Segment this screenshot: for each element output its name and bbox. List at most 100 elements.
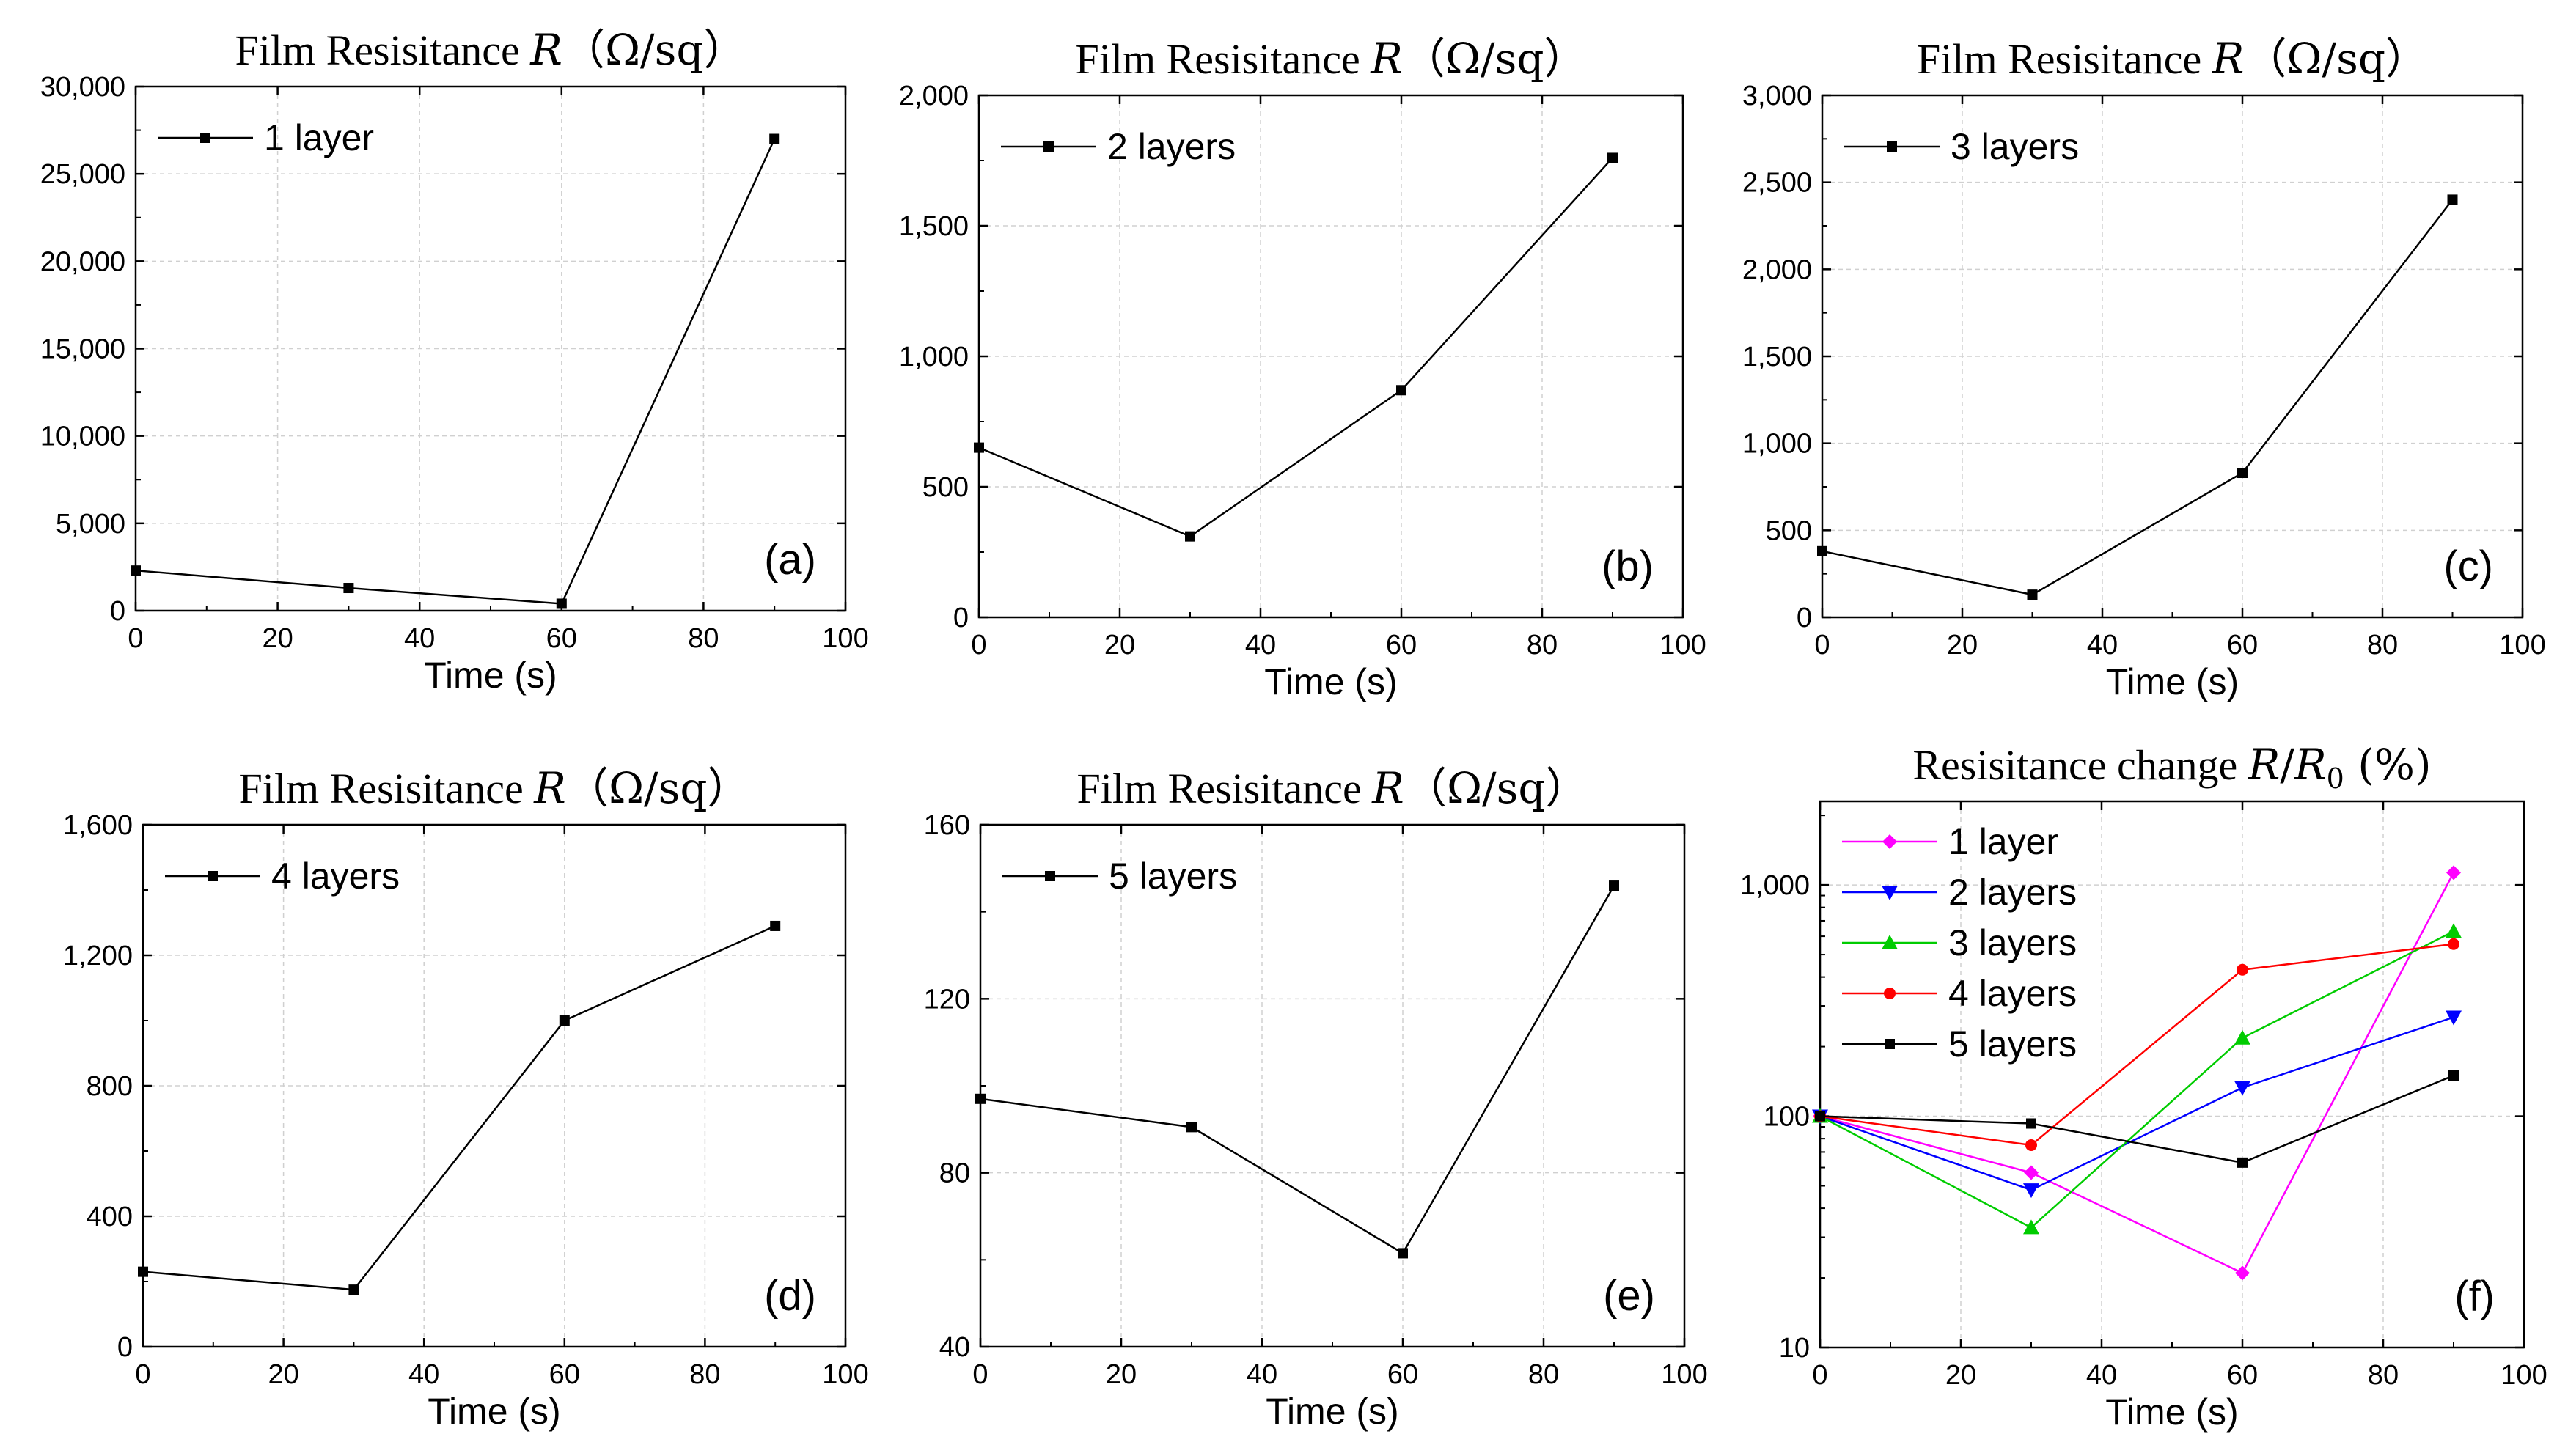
panel-label: (d) [764, 1272, 816, 1320]
x-tick-label: 20 [1945, 1360, 1976, 1391]
data-point [138, 1266, 148, 1277]
chart-panel-f: 0 20 40 60 80 100 10 100 1,000 Time (s) Resisitanc… [1740, 740, 2547, 1433]
chart-title: Film Resisitance R（Ω/sq） [235, 25, 746, 75]
legend-marker [1885, 1039, 1895, 1049]
x-tick-label: 60 [1386, 630, 1417, 661]
data-point [1185, 531, 1195, 542]
title-variable: R [1371, 763, 1404, 813]
title-variable: R [529, 25, 562, 75]
y-tick-label: 100 [1764, 1102, 1810, 1133]
x-tick-label: 20 [1947, 630, 1978, 661]
chart-panel-a: 0 20 40 60 80 100 0 5,000 10,000 15,000 20,000 25,0… [40, 25, 869, 696]
data-point [1817, 545, 1827, 556]
chart-title: Resisitance change R/R0 (%) [1912, 740, 2431, 795]
y-tick-label: 40 [939, 1332, 970, 1363]
title-text: Film Resisitance [235, 26, 531, 74]
x-tick-label: 0 [128, 623, 143, 654]
data-point [1609, 880, 1619, 891]
y-tick-label: 2,000 [899, 81, 969, 111]
x-tick-label: 0 [135, 1359, 150, 1390]
legend-marker [1043, 141, 1054, 152]
legend-label: 4 layers [271, 856, 400, 897]
series-line [135, 138, 776, 605]
y-tick-label: 2,000 [1742, 254, 1812, 285]
y-tick-label: 500 [922, 472, 969, 503]
y-tick-label: 30,000 [40, 72, 125, 103]
data-point [1398, 1248, 1408, 1259]
title-variable: R [533, 763, 566, 813]
x-axis-label: Time (s) [2105, 1391, 2238, 1433]
title-unit: （Ω/sq） [1403, 34, 1587, 84]
chart-title: Film Resisitance R（Ω/sq） [1076, 34, 1587, 84]
legend-marker [208, 871, 218, 881]
x-tick-label: 20 [1104, 630, 1135, 661]
x-axis-label: Time (s) [2106, 661, 2239, 702]
x-tick-label: 0 [1812, 1360, 1827, 1391]
series-line [1819, 930, 2454, 1229]
title-variable: R [2248, 740, 2281, 790]
x-tick-label: 80 [689, 1359, 720, 1390]
y-tick-label: 1,000 [1740, 870, 1810, 901]
panel-label: (b) [1602, 543, 1654, 590]
data-point [348, 1284, 359, 1295]
chart-title: Film Resisitance R（Ω/sq） [1917, 34, 2428, 84]
x-tick-label: 40 [2086, 1360, 2117, 1391]
x-axis-label: Time (s) [428, 1391, 560, 1432]
x-tick-label: 100 [2501, 1360, 2547, 1391]
x-tick-label: 100 [1659, 630, 1706, 661]
y-tick-label: 0 [953, 603, 969, 633]
data-point [1815, 1111, 1825, 1122]
series-line [1819, 872, 2455, 1275]
y-tick-label: 0 [117, 1332, 133, 1363]
legend-marker [1882, 834, 1897, 849]
y-tick-label: 800 [87, 1071, 133, 1102]
y-tick-label: 1,000 [899, 342, 969, 372]
title-variable: R [2212, 34, 2245, 84]
data-point [2024, 1165, 2039, 1180]
legend-marker [1887, 141, 1897, 152]
x-tick-label: 100 [822, 1359, 868, 1390]
data-point [1186, 1122, 1197, 1133]
series-line [142, 924, 776, 1291]
series-line [1819, 1016, 2454, 1191]
series-line [1822, 199, 2454, 596]
data-point [131, 565, 141, 576]
panel-label: (f) [2454, 1273, 2495, 1320]
chart-panel-c: 0 20 40 60 80 100 0 500 1,000 1,500 2,000 2,500 3,00… [1742, 34, 2546, 702]
legend-label: 2 layers [1948, 872, 2077, 913]
panel-label: (a) [764, 536, 816, 584]
y-tick-label: 10,000 [40, 422, 125, 452]
y-tick-label: 1,600 [63, 810, 133, 841]
x-tick-label: 40 [1245, 630, 1276, 661]
title-text: Film Resisitance [1076, 35, 1371, 83]
data-point [2448, 938, 2459, 950]
plot-frame [979, 823, 1686, 1348]
data-point [2237, 1157, 2248, 1168]
y-tick-label: 0 [110, 596, 125, 627]
data-point [1396, 385, 1406, 396]
y-tick-label: 400 [87, 1202, 133, 1232]
y-tick-label: 0 [1797, 603, 1812, 633]
legend-label: 1 layer [1948, 821, 2058, 862]
plot-frame [1819, 800, 2525, 1349]
chart-panel-b: 0 20 40 60 80 100 0 500 1,000 1,500 2,000 Time (s) F… [899, 34, 1706, 702]
x-tick-label: 20 [262, 623, 293, 654]
x-tick-label: 60 [546, 623, 577, 654]
y-tick-label: 10 [1779, 1333, 1810, 1364]
x-tick-label: 0 [1814, 630, 1830, 661]
x-tick-label: 80 [1527, 630, 1558, 661]
x-tick-label: 20 [268, 1359, 298, 1390]
title-unit: （Ω/sq） [562, 25, 746, 75]
title-unit: (%) [2344, 740, 2432, 790]
title-text: Film Resisitance [1917, 35, 2212, 83]
series-line [1819, 1074, 2454, 1164]
y-tick-label: 5,000 [56, 509, 125, 540]
x-tick-label: 40 [404, 623, 435, 654]
legend-label: 3 layers [1951, 126, 2079, 167]
title-unit: （Ω/sq） [2244, 34, 2428, 84]
chart-panel-d: 0 20 40 60 80 100 0 400 800 1,200 1,600 Time (s) Fil… [63, 763, 869, 1432]
y-tick-label: 500 [1766, 515, 1812, 546]
title-variable: R [1370, 34, 1403, 84]
x-tick-label: 80 [688, 623, 719, 654]
x-tick-label: 40 [1247, 1359, 1277, 1390]
